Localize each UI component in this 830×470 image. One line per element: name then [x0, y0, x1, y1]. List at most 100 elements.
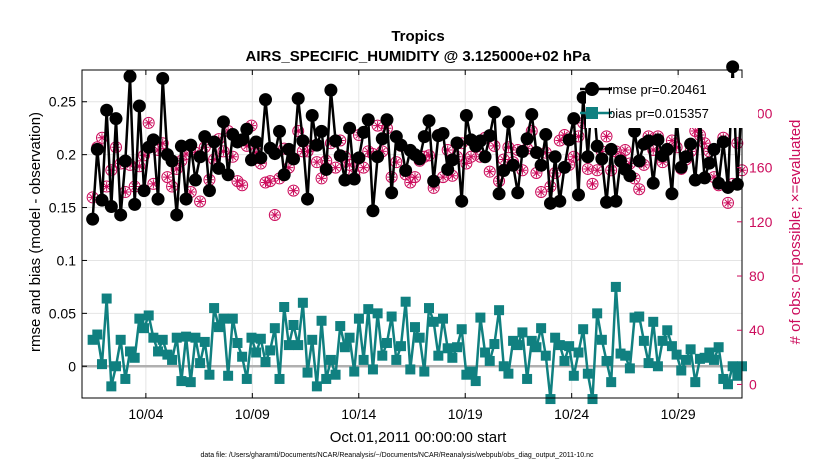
- obs-evaluated-point: [517, 165, 527, 175]
- obs-evaluated-point: [111, 142, 121, 152]
- bias-point: [283, 340, 294, 351]
- bias-point: [680, 354, 691, 365]
- obs-evaluated-point: [620, 145, 630, 155]
- obs-evaluated-point: [583, 164, 593, 174]
- rmse-point: [525, 107, 539, 121]
- obs-evaluated-point: [158, 138, 168, 148]
- bias-point: [372, 308, 383, 319]
- rmse-point: [646, 176, 660, 190]
- obs-evaluated-point: [237, 180, 247, 190]
- rmse-point: [207, 135, 221, 149]
- bias-point: [592, 308, 603, 319]
- y-tick-label: 0: [68, 358, 76, 374]
- bias-point: [279, 302, 290, 313]
- rmse-point: [445, 153, 459, 167]
- bias-point: [195, 358, 206, 369]
- rmse-point: [240, 122, 254, 136]
- obs-evaluated-point: [667, 135, 677, 145]
- rmse-point: [702, 156, 716, 170]
- obs-evaluated-point: [88, 192, 98, 202]
- bias-point: [218, 313, 229, 324]
- obs-evaluated-point: [489, 141, 499, 151]
- rmse-point: [296, 134, 310, 148]
- obs-possible-point: [535, 185, 548, 198]
- rmse-point: [151, 192, 165, 206]
- bias-point: [517, 327, 528, 338]
- obs-evaluated-point: [429, 183, 439, 193]
- bias-point: [512, 340, 523, 351]
- rmse-point: [478, 150, 492, 164]
- bias-point: [666, 341, 677, 352]
- bias-point: [237, 351, 248, 362]
- bias-point: [424, 303, 435, 314]
- rmse-point: [707, 142, 721, 156]
- legend: rmse pr=0.20461 bias pr=0.015357: [580, 78, 758, 128]
- bias-point: [162, 349, 173, 360]
- obs-possible-point: [236, 179, 249, 192]
- obs-possible-point: [581, 162, 594, 175]
- bias-point: [713, 342, 724, 353]
- obs-possible-point: [721, 196, 734, 209]
- rmse-point: [651, 133, 665, 147]
- obs-evaluated-point: [634, 184, 644, 194]
- obs-evaluated-point: [195, 196, 205, 206]
- chart-title: Tropics: [391, 28, 444, 45]
- bias-point: [111, 361, 122, 372]
- rmse-point: [310, 138, 324, 152]
- bias-point: [708, 354, 719, 365]
- obs-possible-point: [268, 209, 281, 222]
- obs-evaluated-point: [363, 146, 373, 156]
- y2-tick-label: 160: [749, 160, 773, 176]
- rmse-point: [515, 144, 529, 158]
- obs-possible-point: [105, 164, 118, 177]
- bias-point: [204, 369, 215, 380]
- obs-evaluated-point: [550, 168, 560, 178]
- obs-possible-point: [287, 184, 300, 197]
- bias-point: [587, 394, 598, 405]
- rmse-point: [277, 168, 291, 182]
- bias-point: [554, 340, 565, 351]
- rmse-point: [571, 188, 585, 202]
- rmse-point: [128, 197, 142, 211]
- obs-evaluated-point: [303, 146, 313, 156]
- obs-evaluated-point: [345, 160, 355, 170]
- bias-point: [386, 311, 397, 322]
- bias-point: [101, 293, 112, 304]
- rmse-point: [492, 187, 506, 201]
- rmse-point: [333, 149, 347, 163]
- legend-bias-marker: [586, 107, 598, 119]
- bias-point: [409, 322, 420, 333]
- bias-point: [307, 334, 318, 345]
- rmse-point: [427, 174, 441, 188]
- y2-tick-label: 80: [749, 268, 765, 284]
- bias-point: [349, 366, 360, 377]
- bias-point: [87, 334, 98, 345]
- rmse-point: [455, 194, 469, 208]
- obs-evaluated-point: [690, 126, 700, 136]
- bias-point: [129, 352, 140, 363]
- rmse-point: [254, 151, 268, 165]
- obs-evaluated-point: [648, 145, 658, 155]
- obs-possible-point: [194, 195, 207, 208]
- rmse-point: [385, 186, 399, 200]
- rmse-point: [86, 212, 100, 226]
- x-tick-label: 10/09: [235, 406, 270, 422]
- obs-evaluated-point: [443, 145, 453, 155]
- rmse-point: [268, 147, 282, 161]
- bias-point: [274, 373, 285, 384]
- obs-evaluated-point: [709, 172, 719, 182]
- obs-possible-point: [619, 143, 632, 156]
- rmse-point: [352, 151, 366, 165]
- bias-point: [227, 313, 238, 324]
- bias-point: [335, 321, 346, 332]
- y-tick-label: 0.25: [49, 94, 76, 110]
- obs-evaluated-point: [424, 150, 434, 160]
- bias-point: [433, 350, 444, 361]
- rmse-point: [146, 133, 160, 147]
- rmse-point: [235, 133, 249, 147]
- obs-evaluated-point: [218, 146, 228, 156]
- rmse-point: [188, 173, 202, 187]
- bias-point: [223, 370, 234, 381]
- bias-point: [115, 334, 126, 345]
